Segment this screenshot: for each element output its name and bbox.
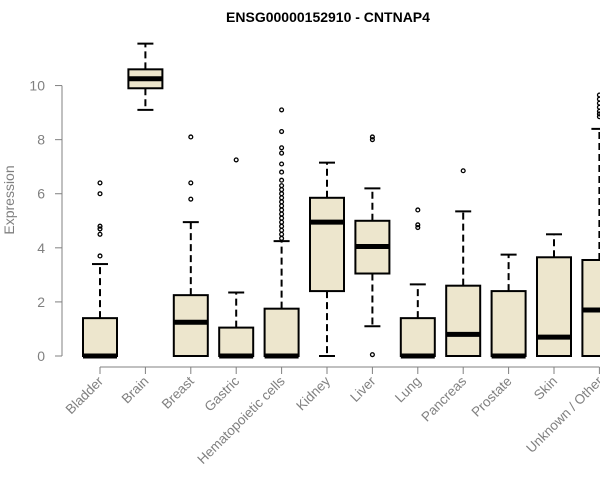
iqr-box	[536, 256, 572, 357]
iqr-box	[218, 326, 255, 357]
iqr-box	[309, 196, 345, 293]
outlier-point	[369, 134, 375, 140]
boxes	[82, 42, 600, 359]
outlier-point	[596, 111, 600, 117]
outlier-point	[279, 183, 285, 189]
outlier-point	[596, 92, 600, 98]
y-axis-label: Expression	[1, 165, 17, 234]
box-skin	[536, 233, 572, 357]
outlier-point	[279, 211, 285, 217]
x-tick-label: Lung	[392, 374, 424, 406]
x-tick-label: Skin	[531, 374, 560, 403]
outlier-point	[97, 223, 103, 229]
outlier-point	[415, 222, 421, 228]
box-liver	[354, 134, 391, 358]
outlier-point	[369, 137, 375, 143]
y-tick-label: 2	[37, 294, 45, 310]
outlier-point	[97, 226, 103, 232]
box-lung	[399, 207, 436, 359]
outlier-point	[279, 191, 285, 197]
outlier-point	[97, 180, 103, 186]
axes: 0 2 4 6 8 10	[29, 78, 600, 374]
outlier-point	[415, 224, 421, 231]
outlier-point	[279, 107, 285, 113]
outlier-point	[97, 231, 103, 237]
iqr-box	[445, 284, 482, 357]
outlier-point	[97, 253, 103, 259]
outlier-point	[188, 134, 194, 140]
outlier-point	[97, 191, 103, 197]
box-kidney	[309, 161, 345, 357]
outlier-point	[188, 180, 194, 186]
iqr-box	[263, 307, 300, 358]
x-tick-label: Liver	[347, 373, 379, 405]
outlier-point	[279, 235, 285, 241]
y-tick-label: 0	[37, 348, 45, 364]
iqr-box	[172, 294, 209, 357]
box-breast	[172, 134, 209, 357]
outlier-point	[279, 199, 285, 205]
outlier-point	[279, 128, 285, 135]
x-tick-label: Prostate	[469, 374, 515, 420]
outlier-point	[460, 168, 466, 174]
iqr-box	[82, 317, 118, 357]
x-tick-label: Kidney	[293, 373, 333, 413]
outlier-point	[279, 207, 285, 213]
outlier-point	[279, 231, 285, 237]
iqr-box	[490, 290, 527, 357]
y-tick-label: 6	[37, 186, 45, 202]
outlier-point	[279, 203, 285, 209]
x-tick-label: Bladder	[63, 373, 107, 417]
outlier-point	[279, 227, 285, 233]
y-tick-label: 4	[37, 240, 45, 256]
box-pancreas	[445, 168, 482, 357]
outlier-point	[279, 219, 285, 225]
y-tick-label: 10	[29, 78, 45, 94]
outlier-point	[279, 187, 285, 193]
x-tick-label: Hematopoietic cells	[194, 373, 288, 467]
outlier-point	[279, 169, 285, 175]
box-unknown-other	[581, 92, 600, 358]
outlier-point	[279, 150, 285, 156]
x-tick-label: Brain	[119, 374, 152, 407]
outlier-point	[279, 161, 285, 167]
outlier-point	[279, 223, 285, 229]
outlier-point	[369, 352, 375, 358]
outlier-point	[279, 195, 285, 201]
x-tick-label: Pancreas	[418, 373, 469, 424]
outlier-point	[279, 215, 285, 221]
outlier-point	[188, 196, 194, 202]
x-tick-label: Unknown / Other	[523, 373, 600, 456]
outlier-point	[233, 157, 239, 163]
outlier-point	[279, 177, 285, 183]
x-tick-label: Breast	[159, 373, 197, 411]
box-hematopoietic-cells	[263, 107, 300, 359]
outlier-point	[596, 114, 600, 120]
chart-title: ENSG00000152910 - CNTNAP4	[226, 9, 430, 25]
box-brain	[127, 42, 164, 111]
box-gastric	[218, 157, 255, 359]
y-tick-label: 8	[37, 132, 45, 148]
iqr-box	[399, 317, 436, 357]
outlier-point	[279, 145, 285, 151]
x-tick-label: Gastric	[201, 373, 242, 414]
box-bladder	[82, 180, 118, 359]
outlier-point	[415, 207, 421, 213]
box-prostate	[490, 253, 527, 359]
